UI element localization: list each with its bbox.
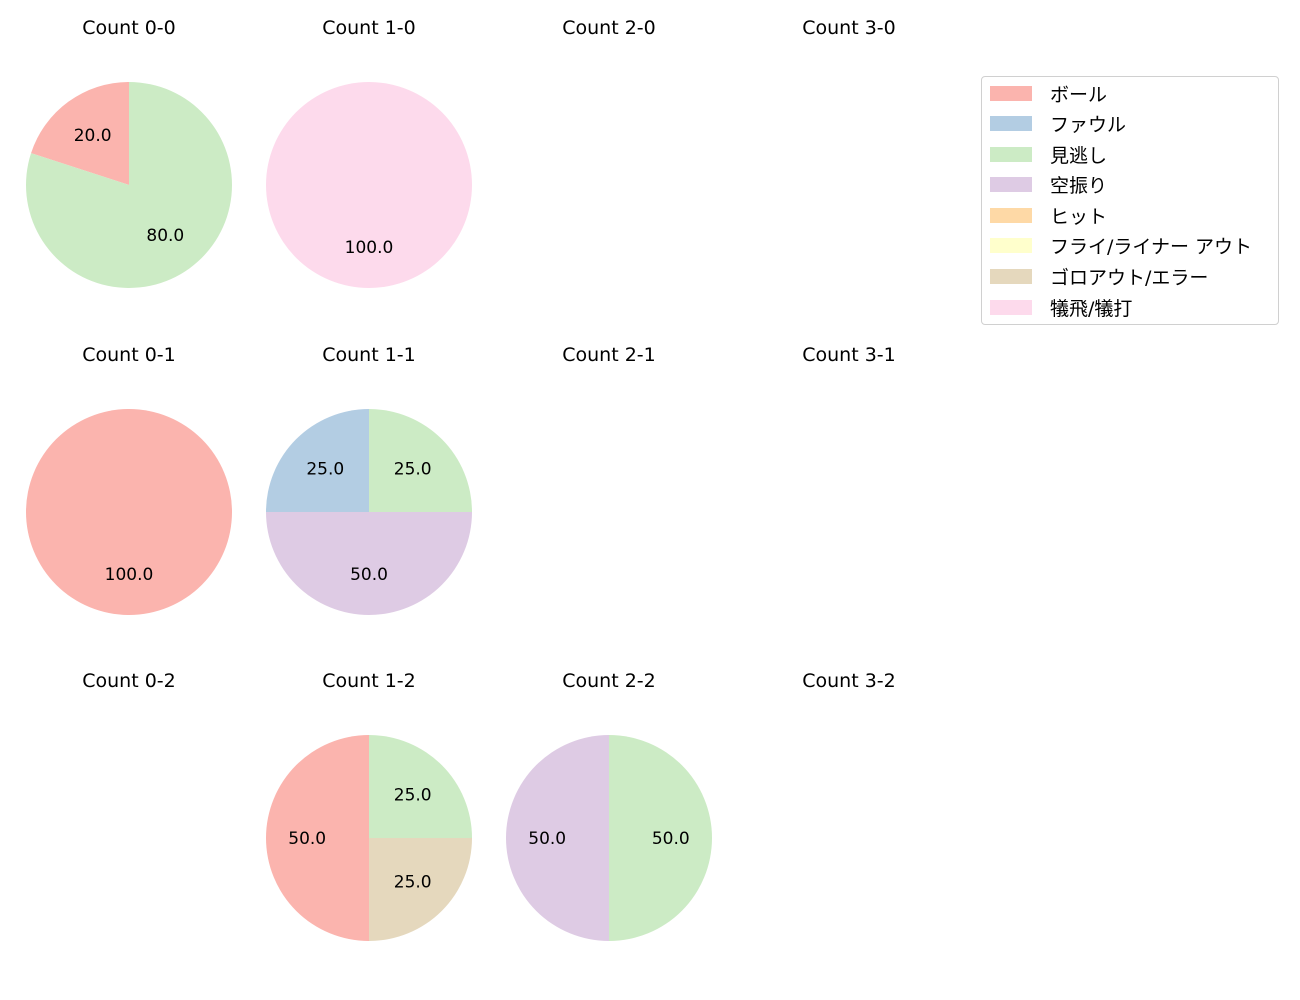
subplot-title: Count 1-2 (322, 670, 416, 692)
pie-subplot: Count 2-1 (489, 327, 729, 654)
pie-subplot: Count 3-2 (729, 653, 969, 980)
legend-swatch (990, 268, 1032, 284)
chart-legend: ボール ファウル 見逃し 空振り ヒット フライ/ライナー アウト ゴロアウト/… (981, 76, 1279, 325)
legend-item: ヒット (990, 201, 1107, 229)
legend-label: ヒット (1050, 205, 1108, 228)
pie-slice (369, 409, 472, 512)
legend-item: ボール (990, 79, 1107, 107)
subplot-title: Count 2-0 (562, 17, 656, 39)
subplot-title: Count 1-0 (322, 17, 416, 39)
pie-subplot: Count 1-0 100.0 (249, 0, 489, 327)
pie-subplot: Count 2-2 50.0 50.0 (489, 653, 729, 980)
slice-value-label: 50.0 (288, 829, 326, 849)
subplot-title: Count 2-1 (562, 344, 656, 366)
legend-label: フライ/ライナー アウト (1050, 235, 1253, 258)
pie-subplot: Count 0-0 20.0 80.0 (9, 0, 249, 327)
legend-item: 空振り (990, 170, 1107, 198)
pie-subplot: Count 1-2 50.0 25.0 25.0 (249, 653, 489, 980)
pie-subplot: Count 3-1 (729, 327, 969, 654)
subplot-title: Count 0-0 (82, 17, 176, 39)
slice-value-label: 25.0 (306, 459, 344, 479)
legend-label: 犠飛/犠打 (1050, 297, 1133, 320)
pie-slice (266, 735, 369, 941)
pie-slice (609, 735, 712, 941)
pie-subplot: Count 1-1 25.0 50.0 25.0 (249, 327, 489, 654)
legend-label: 見逃し (1050, 144, 1108, 167)
pie-slice (369, 838, 472, 941)
pie-subplot: Count 0-2 (9, 653, 249, 980)
slice-value-label: 100.0 (345, 238, 394, 258)
pie-slice (266, 409, 369, 512)
legend-item: 犠飛/犠打 (990, 293, 1132, 321)
slice-value-label: 25.0 (394, 873, 432, 893)
pie-slice (26, 409, 232, 615)
slice-value-label: 20.0 (74, 126, 112, 146)
slice-value-label: 50.0 (528, 829, 566, 849)
legend-label: ボール (1050, 83, 1108, 106)
legend-item: フライ/ライナー アウト (990, 231, 1252, 259)
pie-slice (266, 82, 472, 288)
pie-slice (31, 82, 129, 185)
legend-label: ファウル (1050, 113, 1127, 136)
slice-value-label: 25.0 (394, 459, 432, 479)
slice-value-label: 25.0 (394, 785, 432, 805)
slice-value-label: 50.0 (350, 565, 388, 585)
subplot-title: Count 2-2 (562, 670, 656, 692)
slice-value-label: 80.0 (146, 226, 184, 246)
legend-swatch (990, 176, 1032, 192)
subplot-title: Count 1-1 (322, 344, 416, 366)
subplot-title: Count 3-2 (802, 670, 896, 692)
pie-slice (26, 82, 233, 288)
pie-slice (369, 735, 472, 838)
pie-subplot: Count 3-0 (729, 0, 969, 327)
slice-value-label: 50.0 (652, 829, 690, 849)
subplot-title: Count 3-1 (802, 344, 896, 366)
legend-label: ゴロアウト/エラー (1050, 266, 1209, 289)
subplot-title: Count 0-1 (82, 344, 176, 366)
pie-slice (266, 512, 472, 615)
legend-item: ゴロアウト/エラー (990, 262, 1208, 290)
pie-subplot: Count 2-0 (489, 0, 729, 327)
legend-item: ファウル (990, 109, 1126, 137)
subplot-title: Count 3-0 (802, 17, 896, 39)
slice-value-label: 100.0 (105, 565, 154, 585)
legend-item: 見逃し (990, 140, 1107, 168)
legend-swatch (990, 299, 1032, 315)
legend-swatch (990, 237, 1032, 253)
legend-swatch (990, 146, 1032, 162)
subplot-title: Count 0-2 (82, 670, 176, 692)
legend-swatch (990, 115, 1032, 131)
legend-swatch (990, 207, 1032, 223)
pie-slice (506, 735, 609, 941)
legend-swatch (990, 85, 1032, 101)
legend-label: 空振り (1050, 174, 1108, 197)
pie-subplot: Count 0-1 100.0 (9, 327, 249, 654)
